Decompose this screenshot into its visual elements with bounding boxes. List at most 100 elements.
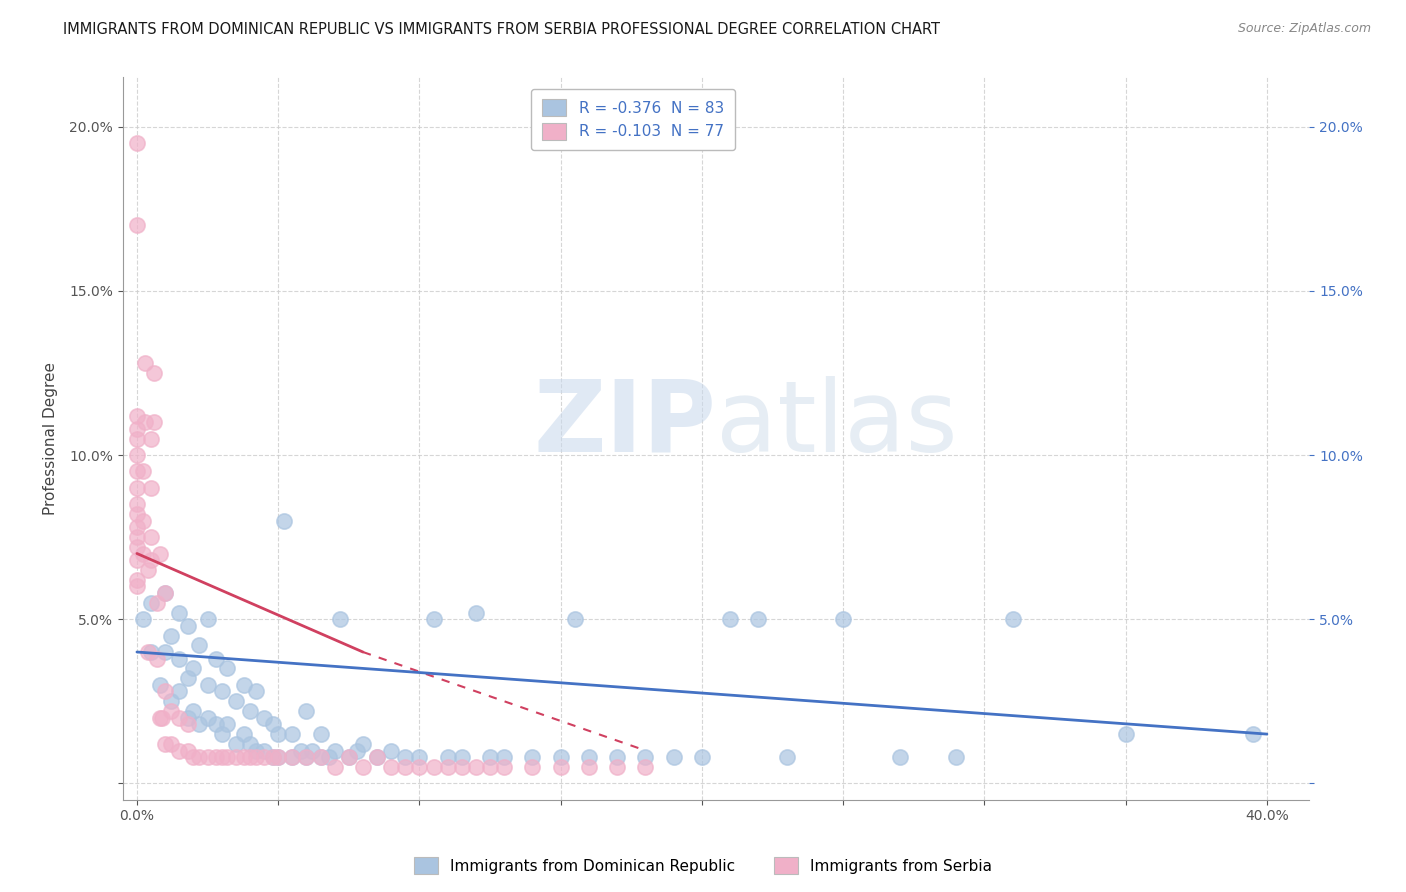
Point — [183, 704, 205, 718]
Point — [205, 651, 228, 665]
Point — [131, 612, 153, 626]
Point — [606, 760, 628, 774]
Text: ZIP: ZIP — [533, 376, 716, 473]
Point — [177, 671, 200, 685]
Legend: R = -0.376  N = 83, R = -0.103  N = 77: R = -0.376 N = 83, R = -0.103 N = 77 — [531, 88, 735, 150]
Point — [205, 717, 228, 731]
Point — [148, 711, 170, 725]
Point — [295, 704, 318, 718]
Point — [380, 760, 402, 774]
Point — [253, 750, 276, 764]
Point — [366, 750, 388, 764]
Point — [634, 760, 657, 774]
Point — [125, 422, 148, 436]
Point — [245, 743, 267, 757]
Point — [634, 750, 657, 764]
Point — [217, 661, 239, 675]
Point — [465, 606, 488, 620]
Point — [690, 750, 713, 764]
Point — [889, 750, 911, 764]
Point — [352, 760, 374, 774]
Point — [318, 750, 340, 764]
Point — [323, 743, 346, 757]
Point — [281, 727, 304, 741]
Point — [245, 750, 267, 764]
Point — [145, 596, 167, 610]
Point — [139, 481, 162, 495]
Point — [183, 661, 205, 675]
Point — [142, 415, 165, 429]
Point — [177, 711, 200, 725]
Point — [262, 750, 284, 764]
Point — [169, 711, 191, 725]
Point — [153, 737, 176, 751]
Point — [134, 356, 156, 370]
Point — [337, 750, 360, 764]
Point — [169, 651, 191, 665]
Point — [148, 547, 170, 561]
Point — [125, 573, 148, 587]
Point — [183, 750, 205, 764]
Text: Source: ZipAtlas.com: Source: ZipAtlas.com — [1237, 22, 1371, 36]
Point — [564, 612, 586, 626]
Point — [346, 743, 368, 757]
Point — [136, 563, 159, 577]
Point — [380, 743, 402, 757]
Point — [606, 750, 628, 764]
Point — [309, 750, 332, 764]
Point — [281, 750, 304, 764]
Point — [160, 704, 183, 718]
Point — [125, 553, 148, 567]
Point — [450, 760, 472, 774]
Point — [245, 684, 267, 698]
Point — [394, 760, 416, 774]
Point — [233, 678, 256, 692]
Point — [142, 366, 165, 380]
Point — [125, 520, 148, 534]
Point — [450, 750, 472, 764]
Point — [197, 612, 219, 626]
Point — [267, 750, 290, 764]
Point — [233, 727, 256, 741]
Point — [125, 507, 148, 521]
Point — [131, 514, 153, 528]
Point — [197, 711, 219, 725]
Point — [309, 750, 332, 764]
Point — [408, 760, 430, 774]
Point — [197, 678, 219, 692]
Point — [125, 481, 148, 495]
Point — [131, 547, 153, 561]
Point — [188, 750, 211, 764]
Point — [494, 750, 516, 764]
Point — [125, 409, 148, 423]
Point — [225, 750, 247, 764]
Point — [295, 750, 318, 764]
Point — [169, 606, 191, 620]
Point — [188, 717, 211, 731]
Point — [550, 750, 572, 764]
Point — [267, 750, 290, 764]
Point — [662, 750, 685, 764]
Point — [211, 684, 233, 698]
Point — [205, 750, 228, 764]
Point — [747, 612, 769, 626]
Point — [323, 760, 346, 774]
Point — [352, 737, 374, 751]
Text: atlas: atlas — [716, 376, 957, 473]
Point — [422, 612, 444, 626]
Point — [262, 750, 284, 764]
Point — [125, 530, 148, 544]
Point — [139, 432, 162, 446]
Point — [153, 586, 176, 600]
Point — [832, 612, 855, 626]
Point — [408, 750, 430, 764]
Point — [125, 497, 148, 511]
Point — [253, 711, 276, 725]
Point — [211, 750, 233, 764]
Point — [578, 750, 600, 764]
Point — [522, 760, 544, 774]
Point — [479, 760, 502, 774]
Point — [550, 760, 572, 774]
Point — [125, 448, 148, 462]
Point — [188, 639, 211, 653]
